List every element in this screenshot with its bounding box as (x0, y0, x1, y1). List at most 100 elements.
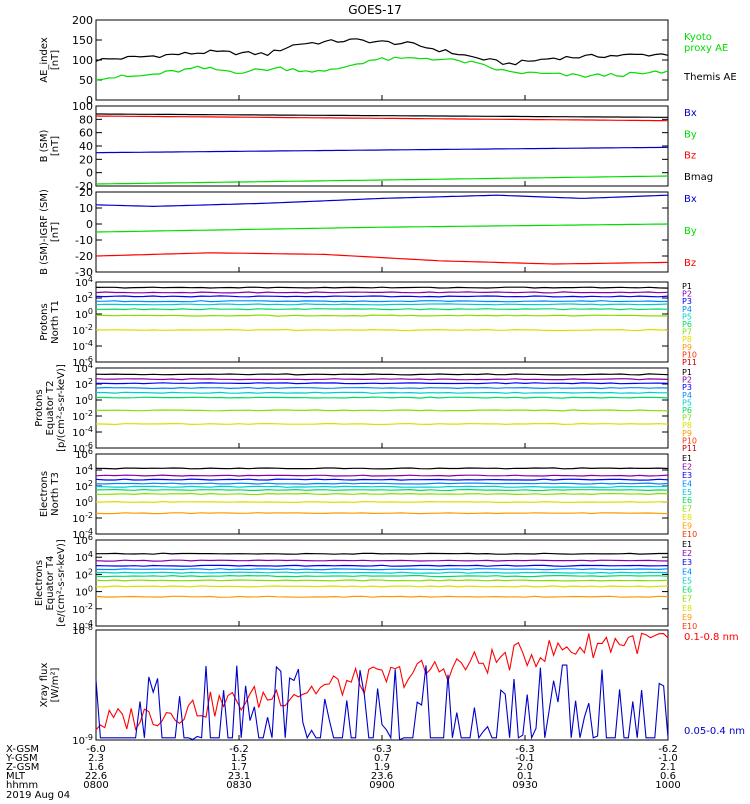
y-axis-label: Electrons (39, 471, 50, 517)
y-tick-label: 80 (79, 113, 93, 126)
y-tick-label: 10-2 (72, 602, 93, 616)
y-tick-label: 102 (75, 291, 93, 305)
y-tick-label: 10-2 (72, 323, 93, 337)
channel-line (95, 574, 669, 578)
x-axis-value: 2.3 (88, 753, 104, 764)
series-line-by (95, 223, 669, 233)
y-tick-label: 0 (86, 167, 93, 180)
series-line-bx (95, 194, 669, 208)
channel-line (96, 382, 669, 385)
series-line-0-1-0-8-nm (95, 632, 669, 731)
y-tick-label: 10-8 (72, 623, 93, 637)
x-axis-value: -6.2 (229, 744, 249, 755)
legend-channel: E7 (682, 505, 692, 514)
y-tick-label: 20 (79, 153, 93, 166)
y-tick-label: 104 (75, 550, 93, 564)
y-tick-label: 10-4 (72, 527, 93, 541)
legend-label: Kyoto (684, 32, 712, 43)
x-axis-value: 2.1 (660, 762, 676, 773)
legend-channel: E4 (682, 479, 692, 488)
y-axis-label: [nT] (50, 222, 61, 242)
channel-line (96, 492, 669, 496)
legend-label: By (684, 226, 697, 237)
panel-frame (95, 191, 669, 273)
legend-label: Bmag (684, 172, 713, 183)
legend-channel: E6 (682, 586, 692, 595)
y-axis-label: B (SM)-IGRF (SM) (39, 189, 50, 275)
series-line-bz (95, 115, 669, 122)
x-axis-value: 0.7 (374, 753, 390, 764)
y-tick-label: 10-4 (72, 425, 93, 439)
x-axis-value: 23.1 (228, 771, 250, 782)
channel-line (95, 291, 669, 294)
channel-line (95, 568, 669, 571)
channel-line (95, 314, 669, 317)
legend-label: 0.05-0.4 nm (684, 726, 745, 737)
legend-channel: E6 (682, 496, 692, 505)
x-axis-value: -6.0 (86, 744, 106, 755)
y-tick-label: 100 (75, 585, 93, 599)
y-tick-label: 104 (75, 463, 93, 477)
legend-label: Themis AE (683, 72, 737, 83)
legend-channel: P9 (682, 343, 692, 352)
y-tick-label: 10-9 (72, 733, 93, 747)
legend-channel: E3 (682, 471, 692, 480)
y-tick-label: 100 (72, 54, 93, 67)
channel-line (95, 467, 669, 470)
legend-channel: P3 (682, 383, 692, 392)
channel-line (96, 396, 669, 399)
legend-channel: E3 (682, 558, 692, 567)
y-tick-label: 0 (86, 218, 93, 231)
x-axis-value: 1.7 (231, 762, 247, 773)
legend-label: Bz (684, 151, 696, 162)
y-axis-label: North T3 (50, 472, 61, 516)
channel-line (95, 579, 669, 582)
channel-line (95, 485, 669, 488)
y-axis-label: Equator T4 (45, 556, 56, 611)
panel-p_north: 104 102 100 10-2 10-4 10-6 Protons North T1 P1P2… (39, 275, 697, 369)
legend-label: 0.1-0.8 nm (684, 632, 739, 643)
y-tick-label: 10-4 (72, 339, 93, 353)
y-tick-label: 0 (86, 94, 93, 107)
y-tick-label: 100 (75, 307, 93, 321)
series-line-0-05-0-4-nm (95, 664, 669, 741)
x-axis-row-label: Z-GSM (6, 762, 39, 773)
x-axis-value: -0.1 (515, 753, 535, 764)
y-axis-label: Protons (34, 389, 45, 426)
x-axis-value: 0930 (512, 780, 537, 791)
y-tick-label: 10-4 (72, 619, 93, 633)
legend-channel: P7 (682, 328, 692, 337)
legend-channel: E1 (682, 454, 692, 463)
y-tick-label: 10-6 (72, 355, 93, 369)
series-line-themis-ae (95, 38, 669, 66)
x-axis-value: -1.0 (658, 753, 678, 764)
x-axis-row-label: MLT (6, 771, 26, 782)
panel-frame (95, 281, 669, 363)
x-axis-row-label: X-GSM (6, 744, 39, 755)
panel-b_igrf: -30 -20 -10 0 10 20 B (SM)-IGRF (SM) [nT] Bx By Bz (39, 186, 697, 279)
channel-line (95, 303, 669, 306)
channel-line (95, 328, 669, 332)
y-axis-label: AE_index (39, 37, 50, 83)
y-axis-label: [nT] (50, 50, 61, 70)
x-axis-value: 1.6 (88, 762, 104, 773)
x-axis-value: 0.1 (517, 771, 533, 782)
x-axis-row-label: Y-GSM (5, 753, 38, 764)
legend-channel: E10 (682, 530, 697, 539)
legend-channel: E1 (682, 540, 692, 549)
y-tick-label: 10-2 (72, 511, 93, 525)
x-axis-value: 0830 (226, 780, 251, 791)
legend-channel: E8 (682, 513, 692, 522)
y-axis-label: [e/(cm²-s-sr-keV)] (56, 539, 67, 627)
legend-channel: E10 (682, 622, 697, 631)
panel-xray: 10-8 10-9 Xray flux [W/m²] 0.1-0.8 nm 0.05-0.… (39, 623, 745, 747)
y-tick-label: 106 (75, 447, 93, 461)
y-tick-label: 150 (72, 34, 93, 47)
channel-line (95, 488, 669, 492)
legend-channel: E8 (682, 604, 692, 613)
legend-channel: P6 (682, 320, 692, 329)
